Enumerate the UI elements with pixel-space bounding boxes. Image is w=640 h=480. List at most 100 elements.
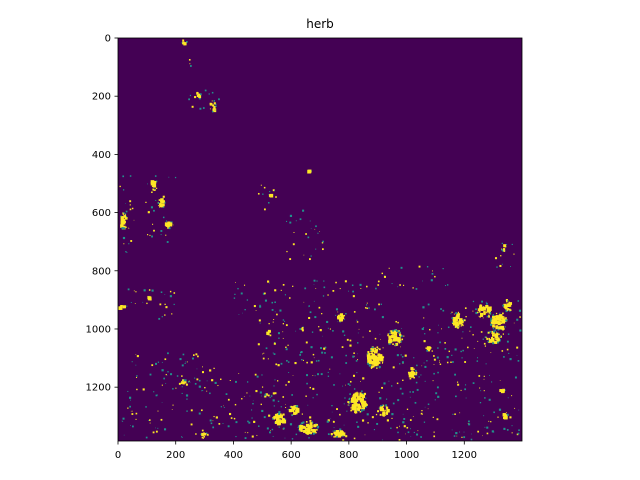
heatmap-cell xyxy=(343,314,346,317)
heatmap-speckle xyxy=(323,280,325,282)
heatmap-cell xyxy=(118,306,122,310)
heatmap-speckle xyxy=(235,435,237,438)
heatmap-speckle xyxy=(251,417,253,419)
heatmap-speckle xyxy=(155,199,157,201)
heatmap-speckle xyxy=(259,305,262,308)
heatmap-cell xyxy=(505,309,508,313)
heatmap-speckle xyxy=(461,337,463,339)
heatmap-speckle xyxy=(329,418,331,420)
heatmap-speckle xyxy=(186,398,188,400)
heatmap-cell xyxy=(505,317,507,319)
heatmap-cell xyxy=(461,323,464,326)
heatmap-speckle xyxy=(345,435,348,438)
heatmap-speckle xyxy=(234,293,236,295)
heatmap-cell xyxy=(354,392,358,396)
heatmap-speckle xyxy=(368,307,370,309)
heatmap-cell xyxy=(123,215,127,218)
heatmap-cell xyxy=(361,407,364,411)
heatmap-speckle xyxy=(244,308,246,311)
heatmap-speckle xyxy=(310,428,313,432)
heatmap-speckle xyxy=(146,302,148,305)
heatmap-speckle xyxy=(280,406,282,408)
heatmap-speckle xyxy=(494,257,498,260)
heatmap-speckle xyxy=(421,365,423,367)
heatmap-speckle xyxy=(439,363,442,366)
heatmap-speckle xyxy=(277,364,280,367)
heatmap-speckle xyxy=(158,199,161,201)
heatmap-cell xyxy=(351,405,356,410)
heatmap-speckle xyxy=(459,431,461,433)
heatmap-speckle xyxy=(321,313,323,315)
heatmap-speckle xyxy=(238,373,240,375)
heatmap-cell xyxy=(269,190,271,193)
heatmap-speckle xyxy=(272,352,274,354)
heatmap-speckle xyxy=(220,378,222,381)
heatmap-speckle xyxy=(352,374,356,377)
heatmap-speckle xyxy=(201,436,204,439)
heatmap-speckle xyxy=(465,315,467,318)
heatmap-speckle xyxy=(513,253,515,255)
heatmap-speckle xyxy=(475,308,477,311)
heatmap-speckle xyxy=(289,297,291,299)
heatmap-cell xyxy=(149,298,152,301)
heatmap-cell xyxy=(350,407,352,409)
heatmap-speckle xyxy=(262,292,265,295)
heatmap-speckle xyxy=(518,309,522,312)
heatmap-cell xyxy=(213,100,216,102)
heatmap-speckle xyxy=(166,375,168,376)
heatmap-speckle xyxy=(317,373,319,376)
heatmap-speckle xyxy=(357,342,359,344)
heatmap-speckle xyxy=(451,311,453,313)
heatmap-cell xyxy=(370,349,372,351)
heatmap-cell xyxy=(311,420,313,422)
heatmap-cell xyxy=(386,413,389,415)
heatmap-cell xyxy=(354,412,357,414)
heatmap-speckle xyxy=(282,283,285,286)
heatmap-speckle xyxy=(129,200,132,203)
heatmap-speckle xyxy=(212,420,214,422)
heatmap-speckle xyxy=(277,400,280,403)
heatmap-speckle xyxy=(252,402,254,405)
heatmap-speckle xyxy=(442,309,445,312)
heatmap-speckle xyxy=(235,281,236,283)
heatmap-cell xyxy=(463,319,466,322)
heatmap-speckle xyxy=(483,375,485,377)
heatmap-speckle xyxy=(292,375,294,376)
heatmap-speckle xyxy=(416,364,418,367)
heatmap-cell xyxy=(380,405,382,407)
heatmap-cell xyxy=(361,401,366,406)
heatmap-speckle xyxy=(152,223,154,225)
heatmap-speckle xyxy=(327,419,330,422)
heatmap-speckle xyxy=(246,381,249,383)
heatmap-speckle xyxy=(429,328,431,331)
heatmap-cell xyxy=(122,306,125,309)
heatmap-speckle xyxy=(274,301,276,304)
heatmap-speckle xyxy=(167,352,169,355)
heatmap-cell xyxy=(415,373,417,376)
heatmap-speckle xyxy=(185,394,189,397)
heatmap-speckle xyxy=(163,377,165,380)
heatmap-cell xyxy=(315,423,317,425)
heatmap-speckle xyxy=(166,241,169,243)
heatmap-speckle xyxy=(122,421,124,423)
heatmap-speckle xyxy=(349,344,352,347)
heatmap-speckle xyxy=(438,324,439,326)
heatmap-speckle xyxy=(441,328,443,330)
heatmap-cell xyxy=(167,226,170,229)
heatmap-cell xyxy=(456,326,460,329)
heatmap-cell xyxy=(481,307,484,310)
heatmap-speckle xyxy=(457,383,460,386)
heatmap-speckle xyxy=(482,317,484,319)
heatmap-cell xyxy=(312,432,315,435)
heatmap-cell xyxy=(492,315,496,319)
heatmap-cell xyxy=(299,328,302,330)
heatmap-cell xyxy=(451,317,454,319)
heatmap-speckle xyxy=(490,421,492,423)
heatmap-speckle xyxy=(316,280,318,282)
heatmap-cell xyxy=(393,332,398,336)
heatmap-speckle xyxy=(155,394,158,397)
heatmap-speckle xyxy=(187,361,188,363)
heatmap-cell xyxy=(394,344,397,346)
heatmap-speckle xyxy=(149,234,151,236)
heatmap-cell xyxy=(342,435,344,437)
